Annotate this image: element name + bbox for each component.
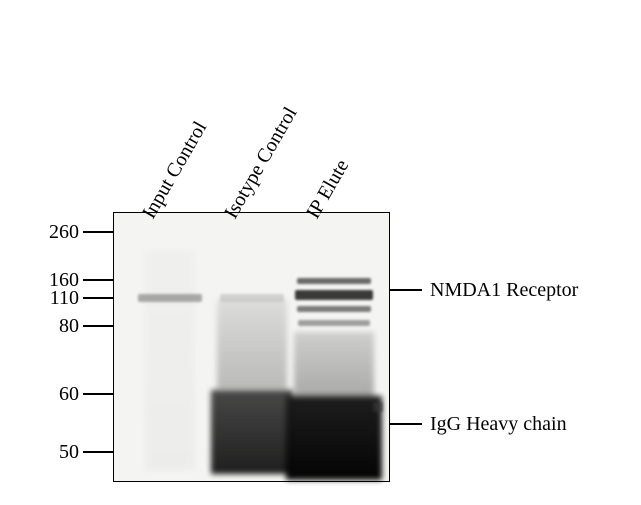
band-label-text: IgG Heavy chain (430, 413, 567, 436)
mw-marker-60: 60 (0, 382, 113, 406)
mw-value: 110 (3, 287, 83, 310)
smear-2 (294, 332, 374, 400)
mw-tick-line (83, 231, 113, 233)
lane-label-0: Input Control (138, 118, 212, 223)
mw-tick-line (83, 279, 113, 281)
lane-label-1: Isotype Control (220, 103, 302, 223)
mw-tick-line (83, 393, 113, 395)
band-1 (220, 294, 284, 302)
mw-value: 260 (3, 221, 83, 244)
band-label-1: IgG Heavy chain (390, 412, 567, 436)
mw-value: 80 (3, 315, 83, 338)
band-2 (297, 278, 371, 284)
band-label-text: NMDA1 Receptor (430, 279, 578, 302)
mw-tick-line (83, 297, 113, 299)
band-tick-line (390, 289, 422, 291)
band-label-0: NMDA1 Receptor (390, 278, 578, 302)
mw-value: 60 (3, 383, 83, 406)
mw-marker-50: 50 (0, 440, 113, 464)
band-0 (138, 294, 202, 302)
smear-4 (145, 250, 195, 470)
mw-marker-260: 260 (0, 220, 113, 244)
western-blot-figure: Input ControlIsotype ControlIP Elute 260… (0, 0, 641, 505)
mw-value: 50 (3, 441, 83, 464)
smear-1 (211, 390, 293, 474)
smear-0 (217, 300, 287, 390)
band-tick-line (390, 423, 422, 425)
mw-tick-line (83, 325, 113, 327)
mw-tick-line (83, 451, 113, 453)
band-3 (295, 290, 373, 300)
mw-marker-110: 110 (0, 286, 113, 310)
smear-3 (286, 396, 382, 480)
band-5 (298, 320, 370, 326)
band-6 (373, 402, 383, 412)
band-4 (297, 306, 371, 312)
mw-marker-80: 80 (0, 314, 113, 338)
